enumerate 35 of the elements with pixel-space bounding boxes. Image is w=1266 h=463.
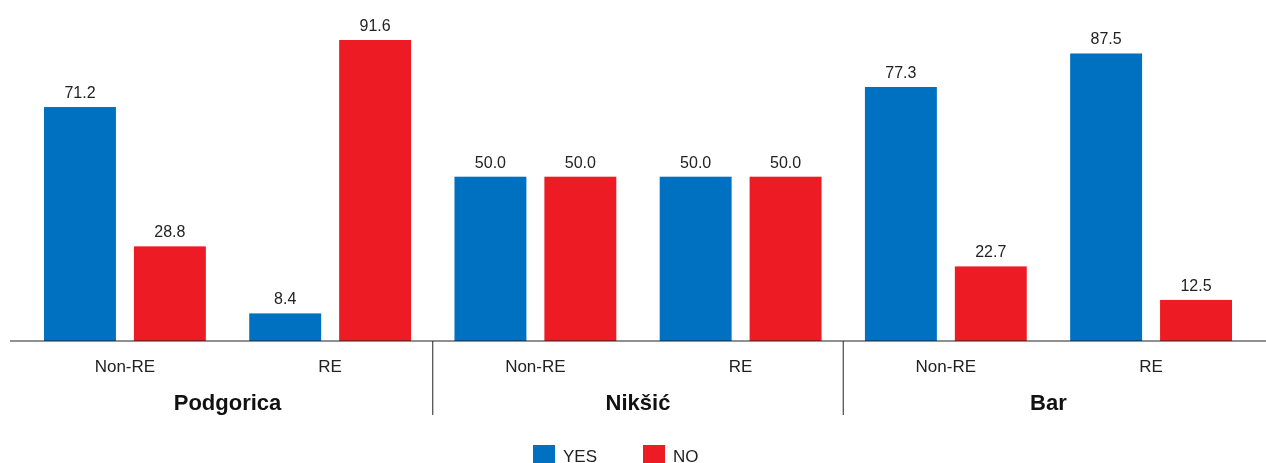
data-label: 91.6 bbox=[359, 17, 391, 34]
data-label: 50.0 bbox=[474, 153, 507, 171]
x-tick-label: Non-RE bbox=[915, 357, 977, 376]
bar bbox=[44, 107, 116, 341]
data-label: 87.5 bbox=[1090, 30, 1122, 48]
data-label: 71.2 bbox=[64, 84, 96, 102]
x-tick-label: RE bbox=[1139, 357, 1163, 376]
bar bbox=[544, 176, 617, 341]
data-label: 28.8 bbox=[154, 223, 186, 241]
bar bbox=[133, 246, 206, 341]
data-label: 50.0 bbox=[680, 153, 712, 171]
bar bbox=[954, 266, 1027, 341]
x-tick-label: Non-RE bbox=[505, 357, 566, 376]
data-label: 8.4 bbox=[274, 290, 297, 308]
bar bbox=[249, 313, 322, 341]
data-label: 50.0 bbox=[770, 153, 802, 171]
x-tick-label: RE bbox=[728, 357, 753, 376]
text: Bar bbox=[1030, 390, 1068, 415]
bar bbox=[749, 176, 822, 341]
bar bbox=[1070, 53, 1143, 341]
bar bbox=[339, 40, 412, 341]
text: Nikšić bbox=[605, 390, 671, 415]
data-label: 77.3 bbox=[885, 63, 917, 81]
data-label: 12.5 bbox=[1180, 276, 1212, 294]
bar bbox=[1160, 299, 1232, 341]
x-tick-label: RE bbox=[318, 357, 342, 376]
bar bbox=[864, 86, 937, 341]
legend-label: NO bbox=[673, 447, 699, 463]
text: Podgorica bbox=[173, 390, 283, 415]
bar bbox=[659, 176, 732, 341]
x-tick-label: Non-RE bbox=[94, 357, 156, 376]
bar bbox=[454, 176, 527, 341]
data-label: 22.7 bbox=[975, 243, 1007, 261]
data-label: 50.0 bbox=[564, 153, 597, 171]
legend-label: YES bbox=[563, 447, 598, 463]
